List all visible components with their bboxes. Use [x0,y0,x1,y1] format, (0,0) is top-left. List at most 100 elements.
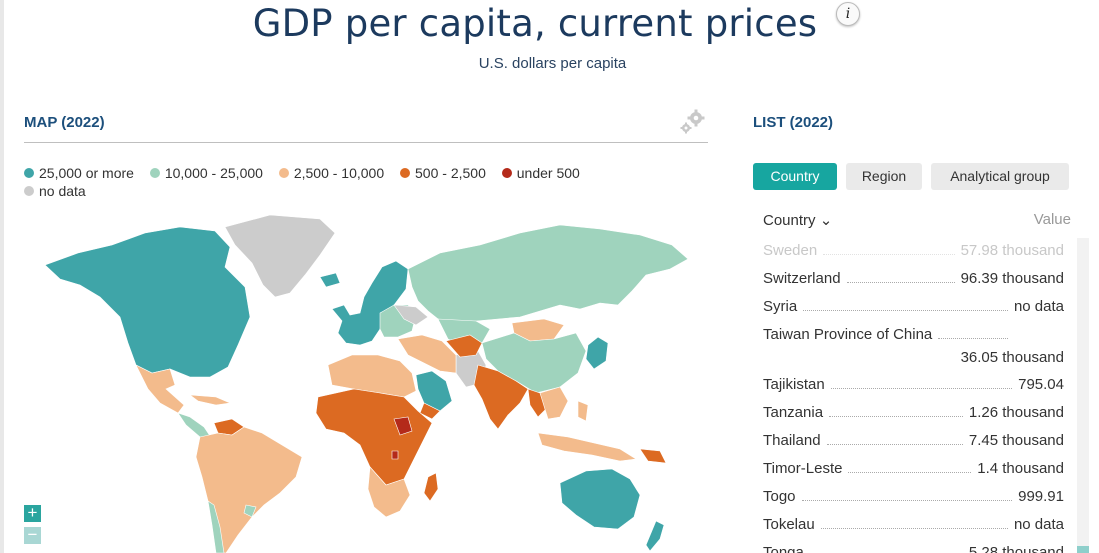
page-subtitle: U.S. dollars per capita [478,55,627,72]
leader-dots [830,388,1013,389]
legend-item-under-500[interactable]: under 500 [501,164,580,182]
region-indonesia[interactable] [537,432,637,462]
region-uruguay[interactable] [243,504,257,518]
region-gulf[interactable] [415,370,453,412]
list-item[interactable]: Tajikistan 795.04 [763,376,1064,393]
leader-dots [820,528,1008,529]
region-greenland[interactable] [224,214,336,298]
region-south-america[interactable] [195,426,303,553]
region-southern-africa[interactable] [367,466,411,518]
legend-swatch [400,168,411,178]
country-name: Taiwan Province of China [763,326,933,343]
country-value: 57.98 thousand [960,242,1064,259]
value-column-header[interactable]: Value [1033,211,1071,228]
leader-dots [826,444,963,445]
left-edge-strip [0,0,4,553]
region-north-africa[interactable] [327,354,417,398]
legend-item-2500-10000[interactable]: 2,500 - 10,000 [278,164,385,182]
leader-dots [848,472,972,473]
list-scrollbar-thumb[interactable] [1077,546,1089,553]
region-southeast-asia[interactable] [527,388,547,418]
region-russia[interactable] [407,224,689,324]
leader-dots [803,310,1008,311]
region-western-europe[interactable] [331,260,409,346]
gear-icon[interactable] [678,108,706,136]
region-australia[interactable] [559,468,641,530]
tab-country[interactable]: Country [753,163,837,190]
list-item[interactable]: Tanzania 1.26 thousand [763,404,1064,421]
region-png[interactable] [639,448,667,464]
chevron-down-icon: ⌄ [819,212,833,229]
list-item[interactable]: Togo 999.91 [763,488,1064,505]
country-value: 5.28 thousand [968,544,1064,553]
country-name: Tokelau [763,516,815,533]
legend-swatch [24,186,34,196]
legend-label: 2,500 - 10,000 [293,165,385,181]
country-value: no data [1013,516,1064,533]
region-north-america-high[interactable] [44,226,251,378]
country-value: no data [1013,298,1064,315]
region-philippines[interactable] [577,400,589,422]
leader-dots [801,500,1013,501]
country-value: 999.91 [1018,488,1064,505]
leader-dots [938,338,1009,339]
region-central-america[interactable] [177,412,213,440]
country-value: 36.05 thousand [960,349,1064,366]
legend-item-10000-25000[interactable]: 10,000 - 25,000 [149,164,263,182]
country-column-header[interactable]: Country ⌄ [763,211,832,229]
region-yemen[interactable] [419,402,441,420]
legend-item-25000-plus[interactable]: 25,000 or more [24,164,134,182]
country-value: 1.26 thousand [968,404,1064,421]
region-burundi[interactable] [391,450,399,460]
country-value: 795.04 [1018,376,1064,393]
list-item[interactable]: Sweden 57.98 thousand [763,242,1064,259]
info-icon[interactable]: i [836,2,860,26]
map-legend: 25,000 or more 10,000 - 25,000 2,500 - 1… [24,164,664,200]
list-item[interactable]: Thailand 7.45 thousand [763,432,1064,449]
country-name: Thailand [763,432,821,449]
list-scrollbar-track[interactable] [1077,238,1089,553]
list-item[interactable]: Switzerland 96.39 thousand [763,270,1064,287]
country-name: Tajikistan [763,376,825,393]
name-line: Taiwan Province of China [763,326,1064,343]
zoom-in-button[interactable]: + [24,504,41,522]
list-item[interactable]: Taiwan Province of China 36.05 thousand [763,326,1064,366]
region-ukraine-belarus[interactable] [393,304,429,326]
list-item[interactable]: Tonga 5.28 thousand [763,544,1064,553]
legend-label: no data [39,183,86,199]
country-name: Syria [763,298,798,315]
region-indochina[interactable] [539,386,569,420]
region-sub-saharan-africa[interactable] [315,388,433,486]
region-turkey-iran[interactable] [397,334,457,374]
page-title: GDP per capita, current prices [252,2,818,45]
list-item[interactable]: Tokelau no data [763,516,1064,533]
region-caribbean[interactable] [188,394,232,406]
leader-dots [846,282,955,283]
country-name: Tanzania [763,404,824,421]
list-item[interactable]: Syria no data [763,298,1064,315]
region-iceland[interactable] [319,272,341,288]
tab-region[interactable]: Region [846,163,922,190]
country-name: Togo [763,488,796,505]
map-divider [24,142,708,143]
legend-item-500-2500[interactable]: 500 - 2,500 [400,164,486,182]
world-choropleth-map[interactable] [20,205,710,553]
region-japan-korea[interactable] [585,336,609,370]
region-south-sudan[interactable] [393,416,413,436]
region-india[interactable] [473,364,529,430]
country-value: 96.39 thousand [960,270,1064,287]
region-chile-uruguay[interactable] [207,500,225,553]
list-item[interactable]: Timor-Leste 1.4 thousand [763,460,1064,477]
country-list[interactable]: Sweden 57.98 thousand Switzerland 96.39 th… [753,240,1071,553]
region-new-zealand[interactable] [645,520,665,552]
region-madagascar[interactable] [423,472,439,502]
legend-item-no-data[interactable]: no data [24,182,86,200]
region-mexico[interactable] [135,364,185,414]
country-name: Timor-Leste [763,460,843,477]
legend-swatch [278,168,289,178]
tab-analytical-group[interactable]: Analytical group [931,163,1069,190]
zoom-out-button[interactable]: − [24,526,41,544]
country-name: Sweden [763,242,818,259]
legend-swatch [24,168,34,178]
region-pakistan-afghanistan[interactable] [445,334,483,358]
